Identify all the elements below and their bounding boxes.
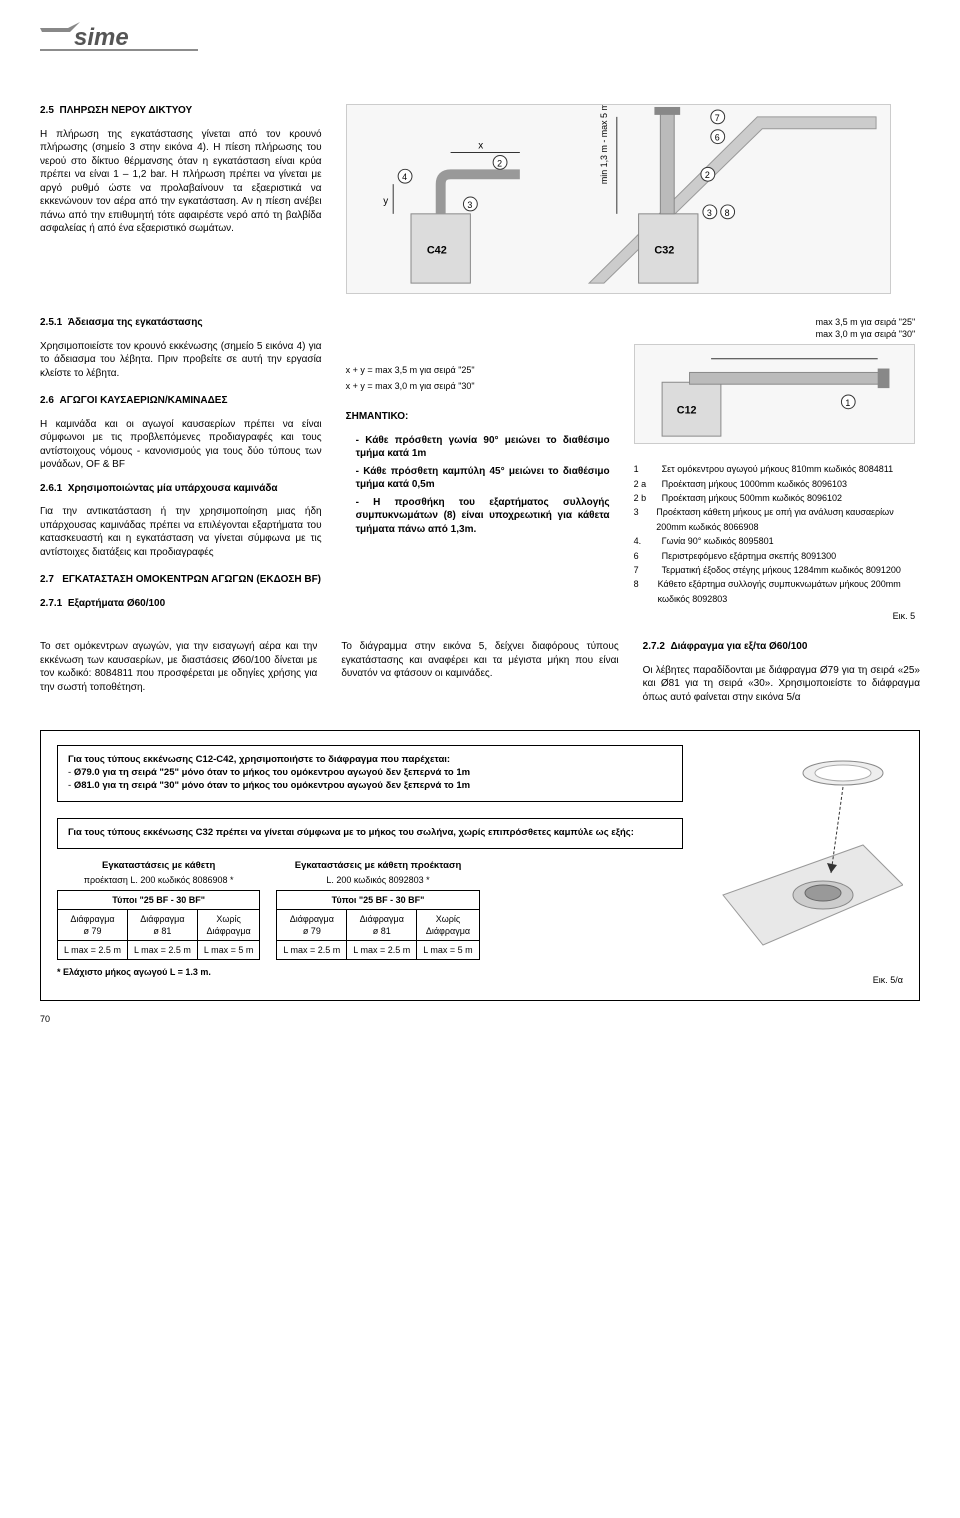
sec-2-7-head: 2.7 ΕΓΚΑΤΑΣΤΑΣΗ ΟΜΟΚΕΝΤΡΩΝ ΑΓΩΓΩΝ (ΕΚΔΟΣ… xyxy=(40,573,322,587)
diagram-c12: C12 1 xyxy=(634,344,916,444)
svg-text:2: 2 xyxy=(497,158,502,168)
sec-2-6-1-head: 2.6.1 Χρησιμοποιώντας μία υπάρχουσα καμι… xyxy=(40,482,322,496)
svg-text:C12: C12 xyxy=(676,405,696,417)
box1: Για τους τύπους εκκένωσης C12-C42, χρησι… xyxy=(57,745,683,801)
xy-line-1: x + y = max 3,5 m για σειρά "25" xyxy=(346,364,610,376)
logo-text: sime xyxy=(74,24,129,51)
xy-line-2: x + y = max 3,0 m για σειρά "30" xyxy=(346,380,610,392)
sec-2-6-1-body: Για την αντικατάσταση ή την χρησιμοποίησ… xyxy=(40,505,322,559)
diagram-c42-c32: C42 x y 4 2 3 C32 xyxy=(346,104,892,294)
bottom-mid-para: Το διάγραμμα στην εικόνα 5, δείχνει διαφ… xyxy=(341,640,618,681)
c32-tables: Εγκαταστάσεις με κάθετη προέκταση L. 200… xyxy=(57,857,683,961)
svg-text:x: x xyxy=(478,141,483,152)
svg-text:3: 3 xyxy=(467,200,472,210)
dim-height: min 1,3 m - max 5 m xyxy=(599,105,609,184)
svg-text:3: 3 xyxy=(706,208,711,218)
c12-max-lines: max 3,5 m για σειρά "25" max 3,0 m για σ… xyxy=(634,316,916,340)
sec-2-5-head: 2.5 ΠΛΗΡΩΣΗ ΝΕΡΟΥ ΔΙΚΤΥΟΥ xyxy=(40,104,322,118)
important-block: ΣΗΜΑΝΤΙΚΟ: xyxy=(346,410,610,424)
sec-2-7-1-head: 2.7.1 Εξαρτήματα Ø60/100 xyxy=(40,597,322,611)
brand-logo: sime xyxy=(40,20,920,54)
diaphragm-assembly-diagram: Εικ. 5/α xyxy=(703,745,903,986)
svg-text:1: 1 xyxy=(845,398,850,408)
parts-list: 1Σετ ομόκεντρου αγωγού μήκους 810mm κωδι… xyxy=(634,462,916,606)
table-a: Εγκαταστάσεις με κάθετη προέκταση L. 200… xyxy=(57,857,260,961)
fig5a-caption: Εικ. 5/α xyxy=(703,974,903,986)
important-list: Κάθε πρόσθετη γωνία 90° μειώνει το διαθέ… xyxy=(346,434,610,537)
fig5-caption: Εικ. 5 xyxy=(634,610,916,622)
svg-text:2: 2 xyxy=(704,170,709,180)
svg-text:4: 4 xyxy=(402,172,407,182)
svg-text:6: 6 xyxy=(714,133,719,143)
page-number: 70 xyxy=(40,1013,920,1025)
sec-2-5-1-head: 2.5.1 Άδειασμα της εγκατάστασης xyxy=(40,316,322,330)
svg-text:8: 8 xyxy=(724,208,729,218)
diaphragm-box: Για τους τύπους εκκένωσης C12-C42, χρησι… xyxy=(40,730,920,1001)
label-c42: C42 xyxy=(426,244,446,256)
min-length-note: * Ελάχιστο μήκος αγωγού L = 1.3 m. xyxy=(57,966,683,978)
box2: Για τους τύπους εκκένωσης C32 πρέπει να … xyxy=(57,818,683,849)
table-b: Εγκαταστάσεις με κάθετη προέκταση L. 200… xyxy=(276,857,479,961)
svg-text:7: 7 xyxy=(714,113,719,123)
sec-2-5-1-body: Χρησιμοποιείστε τον κρουνό εκκένωσης (ση… xyxy=(40,340,322,381)
label-c32: C32 xyxy=(654,244,674,256)
sec-2-7-2-body: Οι λέβητες παραδίδονται με διάφραγμα Ø79… xyxy=(643,664,920,705)
sec-2-7-2-head: 2.7.2 Διάφραγμα για εξ/τα Ø60/100 xyxy=(643,640,920,654)
sec-2-5-body: Η πλήρωση της εγκατάστασης γίνεται από τ… xyxy=(40,128,322,236)
sec-2-6-head: 2.6 ΑΓΩΓΟΙ ΚΑΥΣΑΕΡΙΩΝ/ΚΑΜΙΝΑΔΕΣ xyxy=(40,394,322,408)
svg-text:y: y xyxy=(383,196,388,207)
sec-2-6-body: Η καμινάδα και οι αγωγοί καυσαερίων πρέπ… xyxy=(40,418,322,472)
bottom-left-para: Το σετ ομόκεντρων αγωγών, για την εισαγω… xyxy=(40,640,317,694)
